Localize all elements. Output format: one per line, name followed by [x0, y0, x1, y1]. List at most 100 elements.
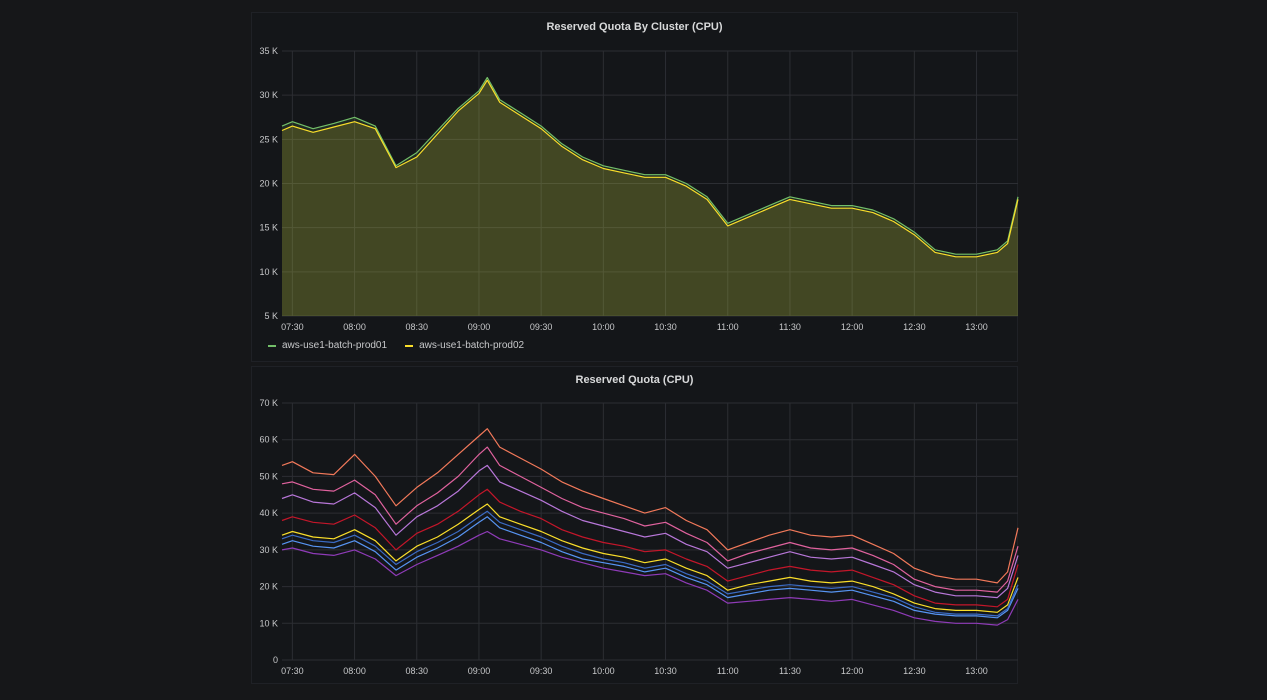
data-point — [768, 205, 770, 207]
data-point — [416, 551, 418, 553]
data-point — [748, 553, 750, 555]
data-point — [748, 562, 750, 564]
data-point — [789, 199, 791, 201]
data-point — [416, 532, 418, 534]
data-point — [810, 569, 812, 571]
data-point — [623, 556, 625, 558]
data-point — [851, 556, 853, 558]
data-point — [395, 534, 397, 536]
data-point — [748, 593, 750, 595]
legend-item-prod01[interactable]: aws-use1-batch-prod01 — [268, 340, 387, 351]
data-point — [789, 196, 791, 198]
data-point — [395, 523, 397, 525]
data-point — [996, 597, 998, 599]
x-tick-label: 07:30 — [281, 666, 304, 676]
data-point — [437, 133, 439, 135]
data-point — [499, 527, 501, 529]
data-point — [561, 510, 563, 512]
data-point — [561, 545, 563, 547]
data-point — [1017, 599, 1019, 601]
data-point — [457, 510, 459, 512]
data-point — [437, 472, 439, 474]
data-point — [706, 566, 708, 568]
data-point — [333, 555, 335, 557]
data-point — [457, 110, 459, 112]
data-point — [996, 624, 998, 626]
data-point — [996, 252, 998, 254]
data-point — [312, 553, 314, 555]
x-tick-label: 12:30 — [903, 666, 926, 676]
data-point — [706, 580, 708, 582]
series-line — [281, 503, 1019, 613]
data-point — [810, 589, 812, 591]
data-point — [623, 518, 625, 520]
data-point — [603, 567, 605, 569]
x-tick-label: 13:00 — [965, 322, 988, 332]
data-point — [1007, 608, 1009, 610]
data-point — [540, 499, 542, 501]
data-point — [281, 498, 283, 500]
data-point — [416, 564, 418, 566]
data-point — [996, 606, 998, 608]
data-point — [1007, 599, 1009, 601]
data-point — [312, 501, 314, 503]
data-point — [603, 558, 605, 560]
data-point — [486, 516, 488, 518]
data-point — [831, 588, 833, 590]
data-point — [706, 575, 708, 577]
data-point — [333, 474, 335, 476]
data-point — [831, 549, 833, 551]
data-point — [540, 549, 542, 551]
y-tick-label: 10 K — [259, 267, 278, 277]
data-point — [520, 490, 522, 492]
data-point — [292, 494, 294, 496]
series-line — [281, 446, 1019, 593]
data-point — [893, 553, 895, 555]
chart-legend: aws-use1-batch-prod01 aws-use1-batch-pro… — [268, 340, 524, 351]
data-point — [540, 125, 542, 127]
data-point — [934, 608, 936, 610]
data-point — [603, 542, 605, 544]
data-point — [851, 586, 853, 588]
data-point — [499, 465, 501, 467]
data-point — [540, 531, 542, 533]
data-point — [1017, 196, 1019, 198]
data-point — [872, 577, 874, 579]
data-point — [623, 571, 625, 573]
data-point — [706, 542, 708, 544]
data-point — [996, 591, 998, 593]
legend-item-prod02[interactable]: aws-use1-batch-prod02 — [405, 340, 524, 351]
data-point — [665, 549, 667, 551]
data-point — [437, 523, 439, 525]
data-point — [872, 212, 874, 214]
series-line — [281, 464, 1019, 599]
data-point — [644, 562, 646, 564]
data-point — [913, 234, 915, 236]
data-point — [416, 505, 418, 507]
data-point — [644, 571, 646, 573]
data-point — [281, 534, 283, 536]
data-point — [582, 156, 584, 158]
data-point — [437, 130, 439, 132]
y-tick-label: 10 K — [259, 618, 278, 628]
data-point — [623, 505, 625, 507]
data-point — [810, 200, 812, 202]
data-point — [851, 569, 853, 571]
data-point — [520, 534, 522, 536]
data-point — [333, 542, 335, 544]
data-point — [706, 584, 708, 586]
data-point — [603, 165, 605, 167]
data-point — [685, 567, 687, 569]
data-point — [768, 586, 770, 588]
data-point — [486, 428, 488, 430]
data-point — [685, 520, 687, 522]
data-point — [374, 125, 376, 127]
data-point — [312, 128, 314, 130]
data-point — [561, 143, 563, 145]
data-point — [934, 249, 936, 251]
data-point — [582, 490, 584, 492]
data-point — [851, 589, 853, 591]
data-point — [872, 604, 874, 606]
data-point — [457, 490, 459, 492]
data-point — [1017, 199, 1019, 201]
